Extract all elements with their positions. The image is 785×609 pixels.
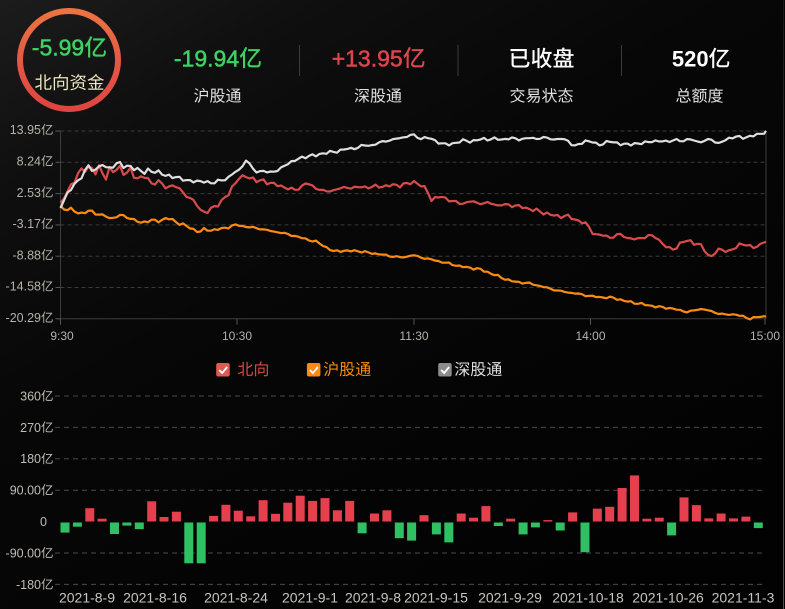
svg-text:9:30: 9:30 — [50, 329, 74, 343]
svg-text:2021-9-8: 2021-9-8 — [345, 590, 401, 606]
svg-text:2021-8-9: 2021-8-9 — [59, 590, 115, 606]
svg-text:13.95: 13.95 — [10, 123, 41, 137]
svg-text:+13.95: +13.95 — [332, 45, 403, 71]
svg-text:2021-10-18: 2021-10-18 — [552, 590, 624, 606]
svg-text:2021-11-3: 2021-11-3 — [712, 590, 775, 606]
svg-text:-14.58: -14.58 — [6, 280, 41, 294]
svg-text:-8.88: -8.88 — [13, 248, 42, 262]
svg-text:520: 520 — [672, 46, 709, 71]
svg-text:180: 180 — [20, 452, 41, 466]
svg-text:-180: -180 — [16, 578, 41, 592]
svg-text:2021-9-29: 2021-9-29 — [478, 590, 542, 606]
svg-text:-19.94: -19.94 — [174, 45, 239, 71]
svg-text:270: 270 — [20, 421, 41, 435]
svg-text:-90.00: -90.00 — [6, 546, 41, 560]
svg-text:8.24: 8.24 — [17, 155, 41, 169]
svg-text:2021-10-26: 2021-10-26 — [632, 590, 704, 606]
svg-text:2021-8-16: 2021-8-16 — [123, 590, 187, 606]
svg-text:2.53: 2.53 — [17, 186, 41, 200]
svg-text:11:30: 11:30 — [399, 329, 428, 343]
svg-text:-20.29: -20.29 — [6, 311, 41, 325]
svg-text:2021-9-15: 2021-9-15 — [404, 590, 468, 606]
svg-text:14:00: 14:00 — [575, 329, 605, 343]
svg-text:2021-9-1: 2021-9-1 — [282, 590, 338, 606]
svg-text:360: 360 — [20, 389, 41, 403]
svg-text:0: 0 — [40, 515, 47, 529]
svg-text:10:30: 10:30 — [222, 329, 252, 343]
svg-text:-5.99: -5.99 — [32, 35, 84, 61]
svg-text:90.00: 90.00 — [10, 484, 41, 498]
svg-text:15:00: 15:00 — [750, 329, 780, 343]
svg-text:2021-8-24: 2021-8-24 — [204, 590, 268, 606]
svg-text:-3.17: -3.17 — [13, 217, 42, 231]
